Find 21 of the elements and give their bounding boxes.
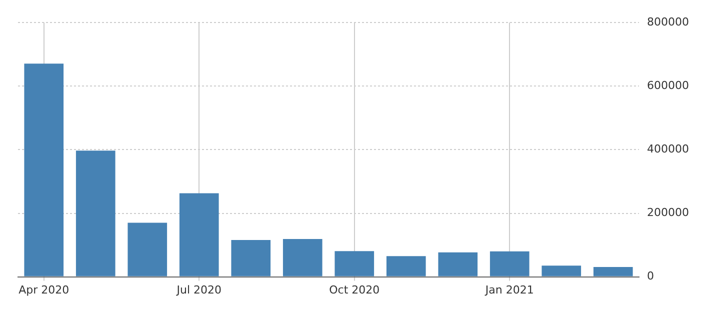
x-tick-label: Jul 2020	[176, 283, 222, 296]
bar	[542, 266, 582, 276]
bar	[24, 64, 64, 276]
bar	[438, 252, 478, 276]
bar	[128, 222, 168, 276]
bar	[490, 251, 530, 276]
x-tick-label: Oct 2020	[329, 283, 380, 296]
x-tick-label: Apr 2020	[18, 283, 70, 296]
bar	[179, 193, 219, 276]
y-tick-label: 400000	[647, 142, 690, 156]
bar	[76, 150, 116, 276]
y-tick-label: 800000	[647, 15, 690, 28]
bar	[386, 256, 426, 276]
bar	[334, 251, 374, 276]
bar	[231, 240, 271, 276]
bar	[282, 238, 322, 276]
bar	[593, 266, 633, 276]
x-tick-label: Jan 2021	[484, 283, 534, 296]
y-tick-label: 0	[647, 270, 654, 283]
y-tick-label: 200000	[647, 206, 690, 220]
y-tick-label: 600000	[647, 79, 690, 92]
